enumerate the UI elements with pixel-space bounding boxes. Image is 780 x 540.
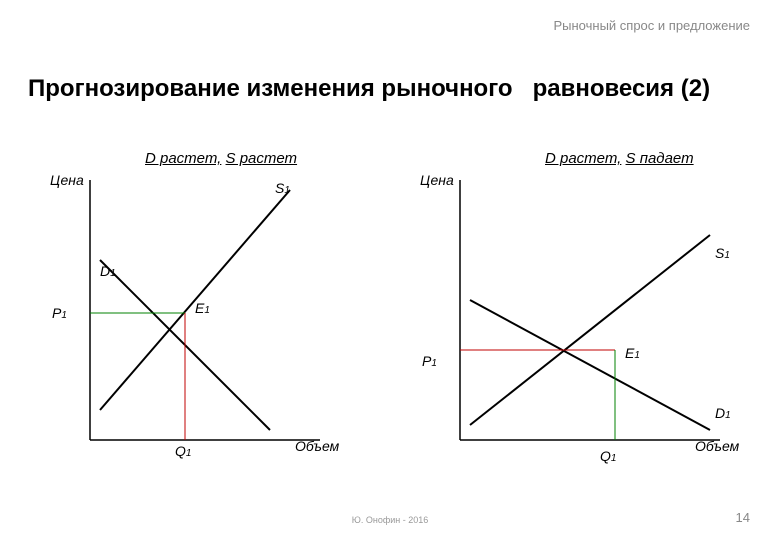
e1-label-right: E1	[625, 345, 640, 361]
footer-credit: Ю. Онофин - 2016	[352, 515, 429, 525]
d1-label-left: D1	[100, 263, 116, 279]
p1-label-right: P1	[422, 353, 437, 369]
q1-label-left: Q1	[175, 443, 191, 459]
chart-left: D растет, S растет Цена Объем S1 D1 E1 P…	[60, 150, 380, 470]
page-header: Рыночный спрос и предложение	[553, 18, 750, 33]
page-number: 14	[736, 510, 750, 525]
chart-right: D растет, S падает Цена Объем S1 D1 E1 P…	[430, 150, 750, 470]
p1-label-left: P1	[52, 305, 67, 321]
q1-label-right: Q1	[600, 448, 616, 464]
d1-label-right: D1	[715, 405, 731, 421]
e1-label-left: E1	[195, 300, 210, 316]
s1-label-right: S1	[715, 245, 730, 261]
s1-label-left: S1	[275, 180, 290, 196]
chart-right-svg	[430, 150, 750, 470]
main-title: Прогнозирование изменения рыночного равн…	[28, 75, 710, 103]
chart-left-svg	[60, 150, 380, 470]
